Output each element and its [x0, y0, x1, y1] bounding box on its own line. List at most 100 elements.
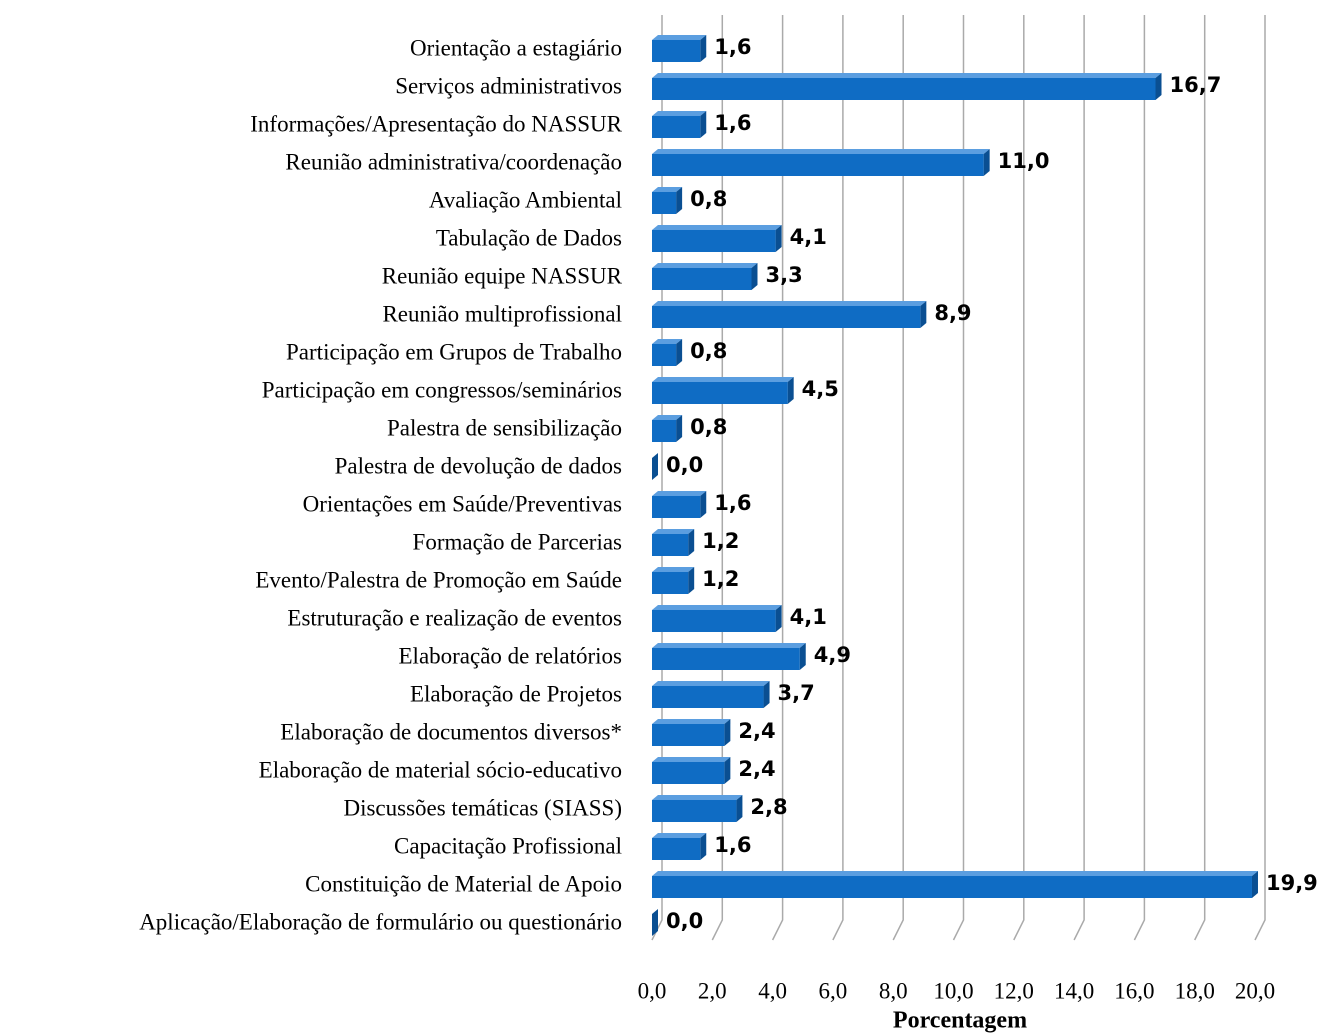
- grid-line: [952, 15, 965, 941]
- value-label: 2,8: [750, 795, 787, 819]
- bar: [652, 420, 677, 442]
- bar-side: [775, 225, 782, 252]
- y-tick-label: Aplicação/Elaboração de formulário ou qu…: [139, 909, 622, 934]
- bar: [652, 192, 677, 214]
- bar-side: [763, 681, 770, 708]
- bar-side: [1251, 871, 1258, 898]
- value-label: 4,5: [802, 377, 839, 401]
- grid-line: [1133, 15, 1146, 941]
- bar-top: [652, 149, 990, 154]
- y-tick-label: Elaboração de Projetos: [410, 681, 622, 706]
- bar: [652, 762, 725, 784]
- y-tick-label: Capacitação Profissional: [394, 833, 622, 858]
- value-label: 16,7: [1170, 73, 1222, 97]
- bar: [652, 572, 689, 594]
- y-tick-label: Orientação a estagiário: [410, 35, 622, 60]
- bar-side: [700, 491, 707, 518]
- bar-side: [700, 35, 707, 62]
- bar: [652, 78, 1156, 100]
- bar: [652, 496, 701, 518]
- y-tick-label: Evento/Palestra de Promoção em Saúde: [255, 567, 622, 592]
- bar: [652, 268, 752, 290]
- bar: [652, 838, 701, 860]
- value-label: 0,8: [690, 187, 727, 211]
- bar: [652, 876, 1252, 898]
- value-label: 1,6: [714, 35, 751, 59]
- bar-side: [676, 187, 683, 214]
- y-tick-label: Elaboração de material sócio-educativo: [259, 757, 622, 782]
- bar-side: [983, 149, 990, 176]
- y-tick-label: Palestra de sensibilização: [387, 415, 622, 440]
- bar-top: [652, 643, 806, 648]
- x-tick-label: 2,0: [698, 978, 727, 1003]
- x-tick-label: 18,0: [1175, 978, 1215, 1003]
- y-tick-label: Orientações em Saúde/Preventivas: [303, 491, 622, 516]
- bar-top: [652, 339, 683, 344]
- grid-line: [1194, 15, 1206, 941]
- y-tick-label: Reunião multiprofissional: [382, 301, 622, 326]
- bar: [652, 154, 984, 176]
- value-label: 8,9: [934, 301, 971, 325]
- x-tick-label: 16,0: [1114, 978, 1154, 1003]
- bar-top: [652, 111, 707, 116]
- x-tick-label: 6,0: [819, 978, 848, 1003]
- value-label: 11,0: [998, 149, 1050, 173]
- value-label: 4,1: [790, 605, 827, 629]
- bar: [652, 648, 800, 670]
- x-axis-title: Porcentagem: [893, 1008, 1027, 1034]
- bar: [652, 686, 764, 708]
- bar-top: [652, 567, 695, 572]
- bar-side: [751, 263, 758, 290]
- y-tick-label: Participação em congressos/seminários: [262, 377, 622, 402]
- value-label: 0,0: [666, 453, 703, 477]
- value-label: 4,9: [814, 643, 851, 667]
- x-tick-label: 14,0: [1054, 978, 1094, 1003]
- bar: [652, 800, 737, 822]
- bar: [652, 382, 788, 404]
- bar-top: [652, 795, 743, 800]
- bar-side: [736, 795, 743, 822]
- y-tick-label: Discussões temáticas (SIASS): [343, 795, 622, 820]
- value-label: 1,6: [714, 833, 751, 857]
- bar-top: [652, 757, 731, 762]
- x-tick-label: 10,0: [933, 978, 973, 1003]
- bar-top: [652, 871, 1258, 876]
- bar-top: [652, 187, 683, 192]
- bar-top: [652, 377, 794, 382]
- bar-top: [652, 225, 782, 230]
- bar-side: [652, 453, 658, 480]
- x-tick-label: 20,0: [1235, 978, 1275, 1003]
- bar-top: [652, 73, 1162, 78]
- bar-top: [652, 35, 707, 40]
- bar-side: [652, 909, 658, 936]
- x-tick-label: 12,0: [994, 978, 1034, 1003]
- value-label: 3,7: [778, 681, 815, 705]
- x-tick-label: 4,0: [758, 978, 787, 1003]
- y-tick-label: Serviços administrativos: [395, 73, 622, 98]
- bar: [652, 610, 776, 632]
- bar-top: [652, 263, 758, 268]
- bar-side: [775, 605, 782, 632]
- value-label: 1,2: [702, 567, 739, 591]
- x-tick-label: 8,0: [879, 978, 908, 1003]
- bar-top: [652, 491, 707, 496]
- y-tick-label: Elaboração de documentos diversos*: [280, 719, 622, 744]
- y-tick-label: Estruturação e realização de eventos: [287, 605, 622, 630]
- bar-side: [688, 567, 695, 594]
- value-label: 3,3: [765, 263, 802, 287]
- bar-top: [652, 719, 731, 724]
- bar-side: [787, 377, 794, 404]
- value-label: 1,6: [714, 491, 751, 515]
- y-tick-label: Constituição de Material de Apoio: [305, 871, 622, 896]
- value-label: 2,4: [738, 757, 775, 781]
- bar: [652, 230, 776, 252]
- bar: [652, 306, 921, 328]
- bar: [652, 116, 701, 138]
- bar-top: [652, 605, 782, 610]
- y-tick-label: Avaliação Ambiental: [429, 187, 622, 212]
- bar-top: [652, 415, 683, 420]
- x-tick-label: 0,0: [638, 978, 667, 1003]
- grid-line: [1013, 15, 1025, 941]
- bar: [652, 534, 689, 556]
